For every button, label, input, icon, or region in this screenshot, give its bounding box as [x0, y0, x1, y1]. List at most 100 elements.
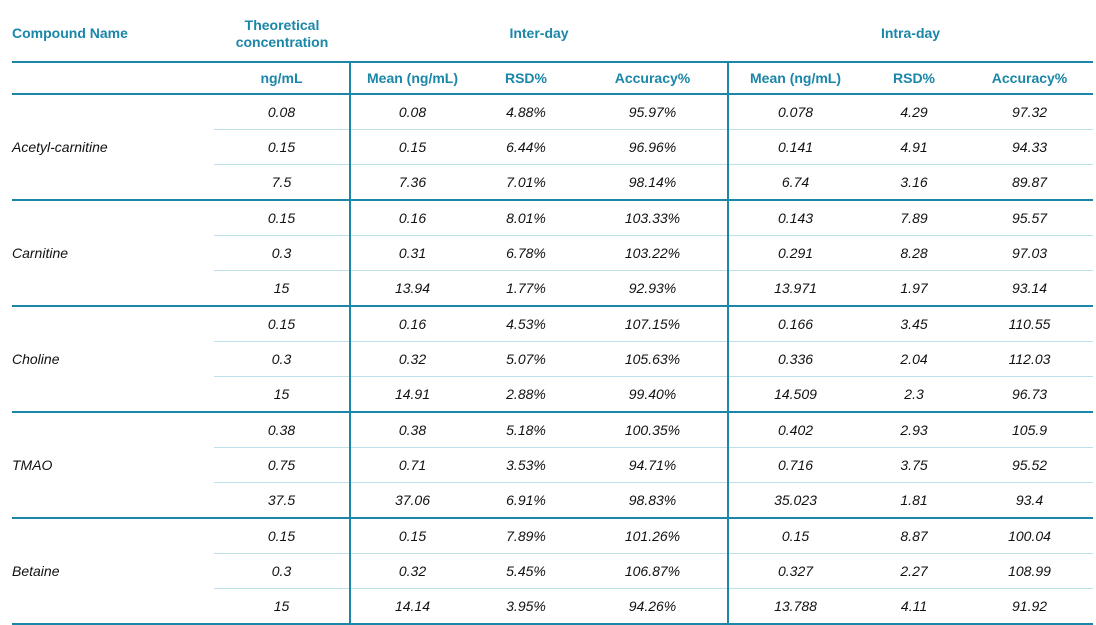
table-row: 37.5 37.06 6.91% 98.83% 35.023 1.81 93.4 — [12, 482, 1094, 519]
table-row: Carnitine 0.15 0.16 8.01% 103.33% 0.143 7.89 95… — [12, 200, 1094, 307]
intra-rsd-cell: 2.27 — [862, 553, 967, 589]
compound-name-cell: Carnitine — [12, 200, 214, 307]
intra-mean-cell: 6.74 — [727, 164, 863, 201]
inter-rsd-cell: 8.01% — [474, 200, 578, 236]
theoretical-cell: 0.15 — [214, 306, 350, 342]
inter-rsd-cell: 6.91% — [474, 482, 578, 519]
header-intra-mean: Mean (ng/mL) — [727, 62, 863, 95]
theoretical-cell: 0.38 — [214, 412, 350, 448]
intra-mean-cell: 0.166 — [727, 306, 863, 342]
table-row: Betaine 0.15 0.15 7.89% 101.26% 0.15 8.87 100.0… — [12, 518, 1094, 625]
theoretical-cell: 0.3 — [214, 341, 350, 377]
inter-accuracy-cell: 100.35% — [578, 412, 729, 448]
intra-mean-cell: 13.971 — [727, 270, 863, 307]
compound-name-cell: Choline — [12, 306, 214, 413]
inter-accuracy-cell: 92.93% — [578, 270, 729, 307]
intra-rsd-cell: 3.45 — [862, 306, 967, 342]
intra-mean-cell: 0.291 — [727, 235, 863, 271]
theoretical-cell: 0.15 — [214, 200, 350, 236]
table-row: 0.3 0.32 5.07% 105.63% 0.336 2.04 112.03 — [12, 341, 1094, 377]
intra-accuracy-cell: 97.03 — [966, 235, 1094, 271]
inter-accuracy-cell: 106.87% — [578, 553, 729, 589]
intra-accuracy-cell: 105.9 — [966, 412, 1094, 448]
inter-accuracy-cell: 103.33% — [578, 200, 729, 236]
inter-rsd-cell: 6.78% — [474, 235, 578, 271]
inter-rsd-cell: 4.53% — [474, 306, 578, 342]
intra-accuracy-cell: 97.32 — [966, 94, 1094, 130]
intra-accuracy-cell: 95.57 — [966, 200, 1094, 236]
intra-accuracy-cell: 95.52 — [966, 447, 1094, 483]
intra-accuracy-cell: 89.87 — [966, 164, 1094, 201]
inter-accuracy-cell: 107.15% — [578, 306, 729, 342]
header-unit: ng/mL — [214, 62, 350, 95]
header-empty — [12, 62, 214, 95]
intra-rsd-cell: 2.04 — [862, 341, 967, 377]
table-row: Choline 0.15 0.16 4.53% 107.15% 0.166 3.45 110.… — [12, 306, 1094, 413]
intra-mean-cell: 14.509 — [727, 376, 863, 413]
inter-mean-cell: 14.91 — [349, 376, 474, 413]
inter-rsd-cell: 5.18% — [474, 412, 578, 448]
intra-accuracy-cell: 110.55 — [966, 306, 1094, 342]
theoretical-cell: 37.5 — [214, 482, 350, 519]
intra-mean-cell: 0.078 — [727, 94, 863, 130]
inter-accuracy-cell: 101.26% — [578, 518, 729, 554]
intra-accuracy-cell: 112.03 — [966, 341, 1094, 377]
inter-accuracy-cell: 96.96% — [578, 129, 729, 165]
intra-rsd-cell: 4.91 — [862, 129, 967, 165]
intra-accuracy-cell: 108.99 — [966, 553, 1094, 589]
table-row: 0.75 0.71 3.53% 94.71% 0.716 3.75 95.52 — [12, 447, 1094, 483]
inter-mean-cell: 13.94 — [349, 270, 474, 307]
intra-rsd-cell: 8.87 — [862, 518, 967, 554]
inter-mean-cell: 37.06 — [349, 482, 474, 519]
header-inter-rsd: RSD% — [474, 62, 578, 95]
intra-accuracy-cell: 96.73 — [966, 376, 1094, 413]
intra-accuracy-cell: 94.33 — [966, 129, 1094, 165]
compound-name-cell: Acetyl-carnitine — [12, 94, 214, 201]
table-row: TMAO 0.38 0.38 5.18% 100.35% 0.402 2.93 105.9 — [12, 412, 1094, 519]
intra-mean-cell: 0.327 — [727, 553, 863, 589]
intra-rsd-cell: 4.29 — [862, 94, 967, 130]
theoretical-cell: 0.15 — [214, 518, 350, 554]
theoretical-cell: 0.75 — [214, 447, 350, 483]
table-row: 7.5 7.36 7.01% 98.14% 6.74 3.16 89.87 — [12, 164, 1094, 201]
header-inter-mean: Mean (ng/mL) — [349, 62, 474, 95]
inter-rsd-cell: 2.88% — [474, 376, 578, 413]
table-row: Acetyl-carnitine 0.08 0.08 4.88% 95.97% 0.078… — [12, 94, 1094, 201]
inter-accuracy-cell: 99.40% — [578, 376, 729, 413]
intra-rsd-cell: 1.97 — [862, 270, 967, 307]
header-intra-accuracy: Accuracy% — [966, 62, 1094, 95]
table-row: 0.15 0.15 6.44% 96.96% 0.141 4.91 94.33 — [12, 129, 1094, 165]
inter-mean-cell: 0.32 — [349, 553, 474, 589]
header-theoretical-concentration: Theoretical concentration — [214, 6, 350, 63]
inter-rsd-cell: 7.89% — [474, 518, 578, 554]
theoretical-cell: 15 — [214, 588, 350, 625]
table-row: 15 14.91 2.88% 99.40% 14.509 2.3 96.73 — [12, 376, 1094, 413]
intra-rsd-cell: 8.28 — [862, 235, 967, 271]
intra-rsd-cell: 4.11 — [862, 588, 967, 625]
inter-rsd-cell: 6.44% — [474, 129, 578, 165]
inter-mean-cell: 0.31 — [349, 235, 474, 271]
inter-accuracy-cell: 105.63% — [578, 341, 729, 377]
intra-mean-cell: 0.402 — [727, 412, 863, 448]
inter-mean-cell: 7.36 — [349, 164, 474, 201]
compound-name-cell: TMAO — [12, 412, 214, 519]
intra-mean-cell: 13.788 — [727, 588, 863, 625]
header-row-1: Compound Name Theoretical concentration … — [12, 6, 1094, 63]
intra-mean-cell: 0.141 — [727, 129, 863, 165]
inter-rsd-cell: 3.53% — [474, 447, 578, 483]
intra-rsd-cell: 7.89 — [862, 200, 967, 236]
inter-mean-cell: 0.32 — [349, 341, 474, 377]
header-intra-rsd: RSD% — [862, 62, 967, 95]
inter-mean-cell: 0.15 — [349, 518, 474, 554]
inter-accuracy-cell: 95.97% — [578, 94, 729, 130]
header-intra-day: Intra-day — [728, 6, 1094, 63]
intra-mean-cell: 0.15 — [727, 518, 863, 554]
theoretical-cell: 7.5 — [214, 164, 350, 201]
validation-table: Compound Name Theoretical concentration … — [12, 6, 1094, 625]
table-body: Acetyl-carnitine 0.08 0.08 4.88% 95.97% 0.078… — [12, 94, 1094, 625]
table-row: 0.3 0.31 6.78% 103.22% 0.291 8.28 97.03 — [12, 235, 1094, 271]
table-row: 15 13.94 1.77% 92.93% 13.971 1.97 93.14 — [12, 270, 1094, 307]
theoretical-cell: 0.3 — [214, 553, 350, 589]
intra-accuracy-cell: 93.14 — [966, 270, 1094, 307]
